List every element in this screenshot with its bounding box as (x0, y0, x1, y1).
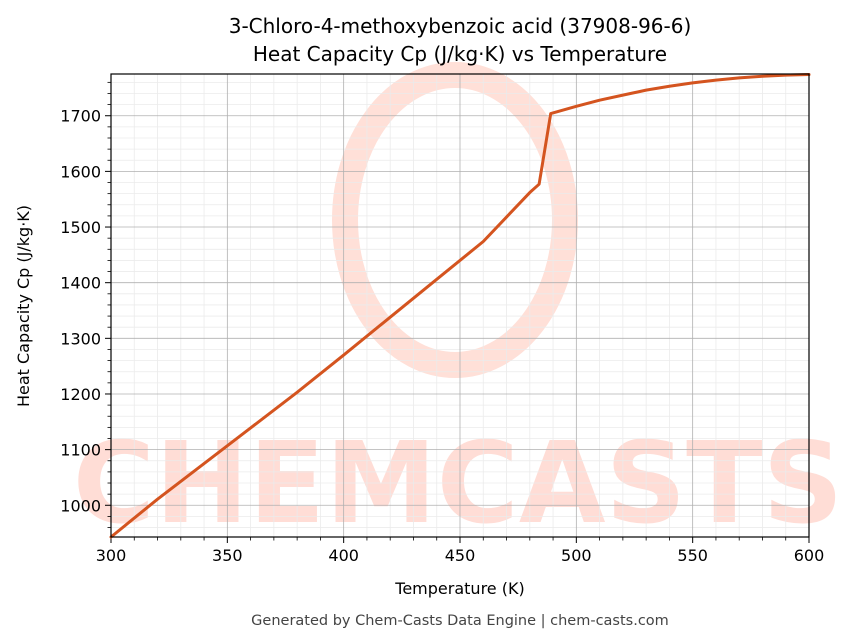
y-tick-label: 1600 (60, 162, 101, 181)
y-tick-label: 1100 (60, 441, 101, 460)
x-tick-label: 550 (677, 546, 708, 565)
footer-credit: Generated by Chem-Casts Data Engine | ch… (251, 613, 669, 629)
y-tick-label: 1300 (60, 329, 101, 348)
series-layer (109, 73, 811, 539)
chemcasts-watermark: CHEMCASTS (73, 62, 843, 549)
watermark-logo-ring (332, 62, 578, 378)
chart-title-line1: 3-Chloro-4-methoxybenzoic acid (37908-96… (229, 14, 692, 38)
x-tick-label: 300 (96, 546, 127, 565)
y-axis-label: Heat Capacity Cp (J/kg·K) (14, 205, 33, 407)
x-tick-label: 450 (445, 546, 476, 565)
y-tick-label: 1200 (60, 385, 101, 404)
axis-ticks: 300 350 400 450 500 550 600 1000 1100 1200 1300 140… (60, 81, 825, 565)
x-tick-label: 500 (561, 546, 592, 565)
x-axis-label: Temperature (K) (394, 579, 524, 598)
x-tick-label: 350 (212, 546, 243, 565)
y-tick-label: 1400 (60, 274, 101, 293)
y-tick-label: 1000 (60, 496, 101, 515)
y-tick-label: 1500 (60, 218, 101, 237)
y-tick-label: 1700 (60, 107, 101, 126)
x-tick-label: 400 (328, 546, 359, 565)
heat-capacity-line (109, 73, 811, 539)
x-tick-label: 600 (794, 546, 825, 565)
plot-frame (110, 73, 810, 538)
chart-title-line2: Heat Capacity Cp (J/kg·K) vs Temperature (253, 42, 667, 66)
